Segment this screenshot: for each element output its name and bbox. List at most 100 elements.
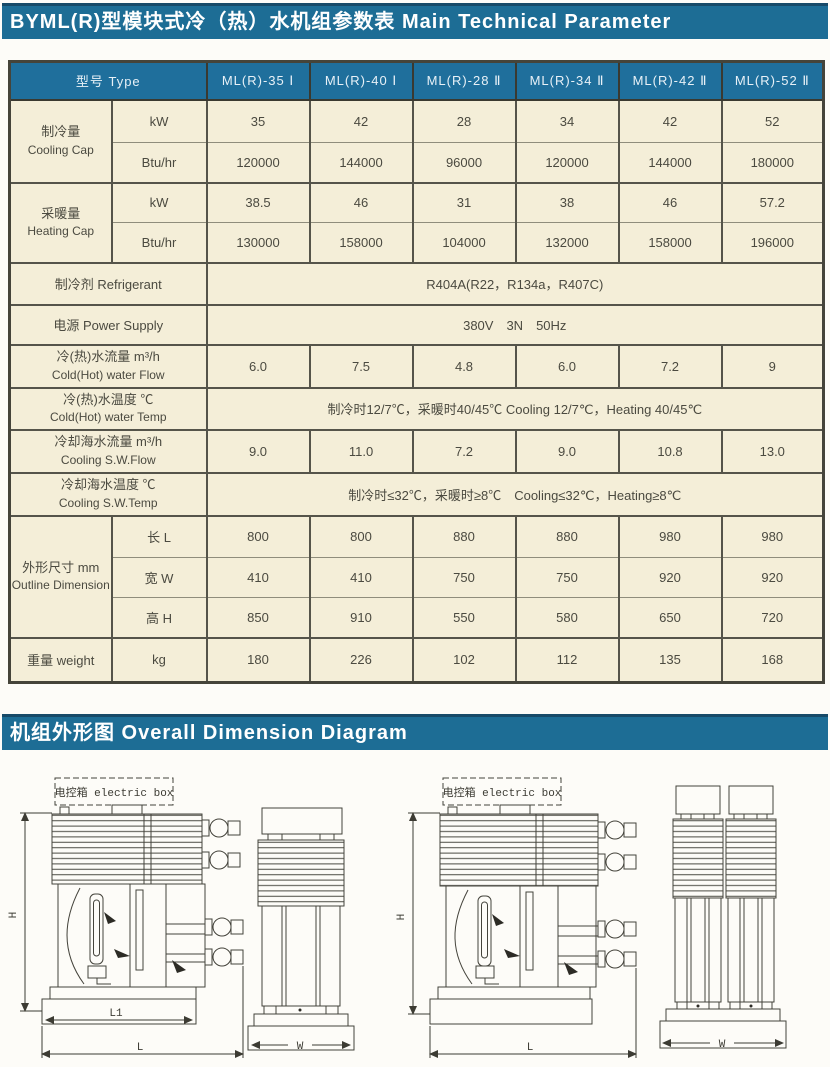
condenser-fins bbox=[672, 818, 724, 899]
parameters-table: 型号 Type ML(R)-35 Ⅰ ML(R)-40 Ⅰ ML(R)-28 Ⅱ… bbox=[8, 60, 826, 684]
cooling-label-cell: 制冷量 Cooling Cap bbox=[8, 98, 113, 183]
value-cell: 28 bbox=[411, 98, 517, 143]
refrigerant-row: 制冷剂 Refrigerant R404A(R22，R134a，R407C) bbox=[8, 261, 825, 306]
dim-h-label: H bbox=[8, 912, 20, 919]
value-cell: 38 bbox=[514, 181, 620, 223]
value-cell: 104000 bbox=[411, 222, 517, 264]
unit-cell: kW bbox=[110, 98, 208, 143]
dimension-label-zh: 外形尺寸 mm bbox=[22, 559, 100, 575]
heating-kw-row: 采暖量 Heating Cap kW 38.5 46 31 38 46 57.2 bbox=[8, 181, 825, 263]
water-temp-label-en: Cold(Hot) water Temp bbox=[50, 410, 167, 425]
unit-cell: 高 H bbox=[110, 597, 208, 639]
side-view-dual: W bbox=[659, 785, 787, 1051]
value-cell: 800 bbox=[205, 514, 311, 558]
model-header-cell: ML(R)-34 Ⅱ bbox=[514, 60, 620, 101]
unit-cell: 宽 W bbox=[110, 557, 208, 598]
unit-cell: kW bbox=[110, 181, 208, 223]
cooling-label-en: Cooling Cap bbox=[27, 142, 94, 157]
value-cell: 7.2 bbox=[411, 428, 517, 474]
value-cell: 650 bbox=[617, 597, 723, 639]
value-cell: 120000 bbox=[514, 142, 620, 184]
condenser-fins bbox=[51, 813, 203, 885]
model-header-cell: ML(R)-35 Ⅰ bbox=[205, 60, 311, 101]
value-cell: 135 bbox=[617, 636, 723, 684]
value-cell: 6.0 bbox=[514, 343, 620, 389]
condenser-fins bbox=[439, 813, 599, 887]
value-cell: 880 bbox=[411, 514, 517, 558]
water-temp-label-zh: 冷(热)水温度 ℃ bbox=[63, 391, 154, 407]
dim-h-label: H bbox=[396, 914, 408, 921]
unit-cell: kg bbox=[110, 636, 208, 684]
diagram-title-banner: 机组外形图 Overall Dimension Diagram bbox=[2, 714, 828, 750]
value-cell: 910 bbox=[308, 597, 414, 639]
cooling-label-zh: 制冷量 bbox=[41, 124, 81, 140]
value-cell: 168 bbox=[720, 636, 825, 684]
value-cell: 920 bbox=[617, 557, 723, 598]
heating-btu-row: Btu/hr 130000 158000 104000 132000 15800… bbox=[10, 222, 825, 264]
value-cell: 580 bbox=[514, 597, 620, 639]
value-cell: 31 bbox=[411, 181, 517, 223]
value-cell: 410 bbox=[308, 557, 414, 598]
power-supply-row: 电源 Power Supply 380V 3N 50Hz bbox=[8, 303, 825, 346]
value-cell: 9 bbox=[720, 343, 825, 389]
value-cell: 750 bbox=[514, 557, 620, 598]
weight-label-cell: 重量 weight bbox=[8, 636, 113, 684]
power-value-cell: 380V 3N 50Hz bbox=[205, 303, 825, 346]
dim-w-label: W bbox=[719, 1039, 726, 1051]
model-header-cell: ML(R)-28 Ⅱ bbox=[411, 60, 517, 101]
value-cell: 46 bbox=[617, 181, 723, 223]
sw-temp-value-cell: 制冷时≤32℃，采暖时≥8℃ Cooling≤32℃，Heating≥8℃ bbox=[205, 471, 825, 517]
refrigerant-value-cell: R404A(R22，R134a，R407C) bbox=[205, 261, 825, 306]
value-cell: 6.0 bbox=[205, 343, 311, 389]
heating-label-cell: 采暖量 Heating Cap bbox=[8, 181, 113, 263]
model-header-cell: ML(R)-42 Ⅱ bbox=[617, 60, 723, 101]
sw-flow-row: 冷却海水流量 m³/h Cooling S.W.Flow 9.0 11.0 7.… bbox=[8, 428, 825, 474]
table-header-row: 型号 Type ML(R)-35 Ⅰ ML(R)-40 Ⅰ ML(R)-28 Ⅱ… bbox=[8, 60, 825, 101]
unit-body bbox=[57, 883, 206, 988]
power-label-cell: 电源 Power Supply bbox=[8, 303, 208, 346]
unit-cell: 长 L bbox=[110, 514, 208, 558]
cooling-btu-row: Btu/hr 120000 144000 96000 120000 144000… bbox=[10, 142, 825, 184]
value-cell: 13.0 bbox=[720, 428, 825, 474]
value-cell: 180 bbox=[205, 636, 311, 684]
dim-l-label: L bbox=[137, 1042, 144, 1054]
value-cell: 800 bbox=[308, 514, 414, 558]
value-cell: 158000 bbox=[308, 222, 414, 264]
dimension-label-cell: 外形尺寸 mm Outline Dimension bbox=[8, 514, 113, 638]
sw-temp-label-cell: 冷却海水温度 ℃ Cooling S.W.Temp bbox=[8, 471, 208, 517]
base-frame bbox=[659, 1020, 787, 1049]
value-cell: 120000 bbox=[205, 142, 311, 184]
heating-label-en: Heating Cap bbox=[27, 224, 95, 239]
cooling-kw-row: 制冷量 Cooling Cap kW 35 42 28 34 42 52 bbox=[8, 98, 825, 183]
value-cell: 9.0 bbox=[205, 428, 311, 474]
value-cell: 226 bbox=[308, 636, 414, 684]
water-temp-value-cell: 制冷时12/7℃，采暖时40/45℃ Cooling 12/7℃，Heating… bbox=[205, 386, 825, 431]
front-view-dual: 电控箱 electric box H L bbox=[396, 777, 637, 1058]
sw-temp-row: 冷却海水温度 ℃ Cooling S.W.Temp 制冷时≤32℃，采暖时≥8℃… bbox=[8, 471, 825, 517]
value-cell: 112 bbox=[514, 636, 620, 684]
model-header-cell: ML(R)-52 Ⅱ bbox=[720, 60, 825, 101]
value-cell: 158000 bbox=[617, 222, 723, 264]
water-flow-row: 冷(热)水流量 m³/h Cold(Hot) water Flow 6.0 7.… bbox=[8, 343, 825, 389]
sw-temp-label-zh: 冷却海水温度 ℃ bbox=[60, 477, 156, 493]
water-flow-label-cell: 冷(热)水流量 m³/h Cold(Hot) water Flow bbox=[8, 343, 208, 389]
weight-row: 重量 weight kg 180 226 102 112 135 168 bbox=[8, 636, 825, 684]
sw-flow-label-cell: 冷却海水流量 m³/h Cooling S.W.Flow bbox=[8, 428, 208, 474]
value-cell: 34 bbox=[514, 98, 620, 143]
value-cell: 144000 bbox=[308, 142, 414, 184]
side-view-single: W bbox=[247, 807, 355, 1053]
value-cell: 57.2 bbox=[720, 181, 825, 223]
value-cell: 750 bbox=[411, 557, 517, 598]
dim-w-label: W bbox=[297, 1041, 304, 1053]
value-cell: 144000 bbox=[617, 142, 723, 184]
value-cell: 880 bbox=[514, 514, 620, 558]
value-cell: 132000 bbox=[514, 222, 620, 264]
value-cell: 980 bbox=[617, 514, 723, 558]
model-header-cell: ML(R)-40 Ⅰ bbox=[308, 60, 414, 101]
sw-temp-label-en: Cooling S.W.Temp bbox=[58, 495, 158, 510]
sw-flow-label-en: Cooling S.W.Flow bbox=[60, 452, 156, 467]
dimension-label-en: Outline Dimension bbox=[11, 578, 110, 593]
unit-cell: Btu/hr bbox=[110, 222, 208, 264]
condenser-fins bbox=[257, 839, 345, 907]
value-cell: 35 bbox=[205, 98, 311, 143]
